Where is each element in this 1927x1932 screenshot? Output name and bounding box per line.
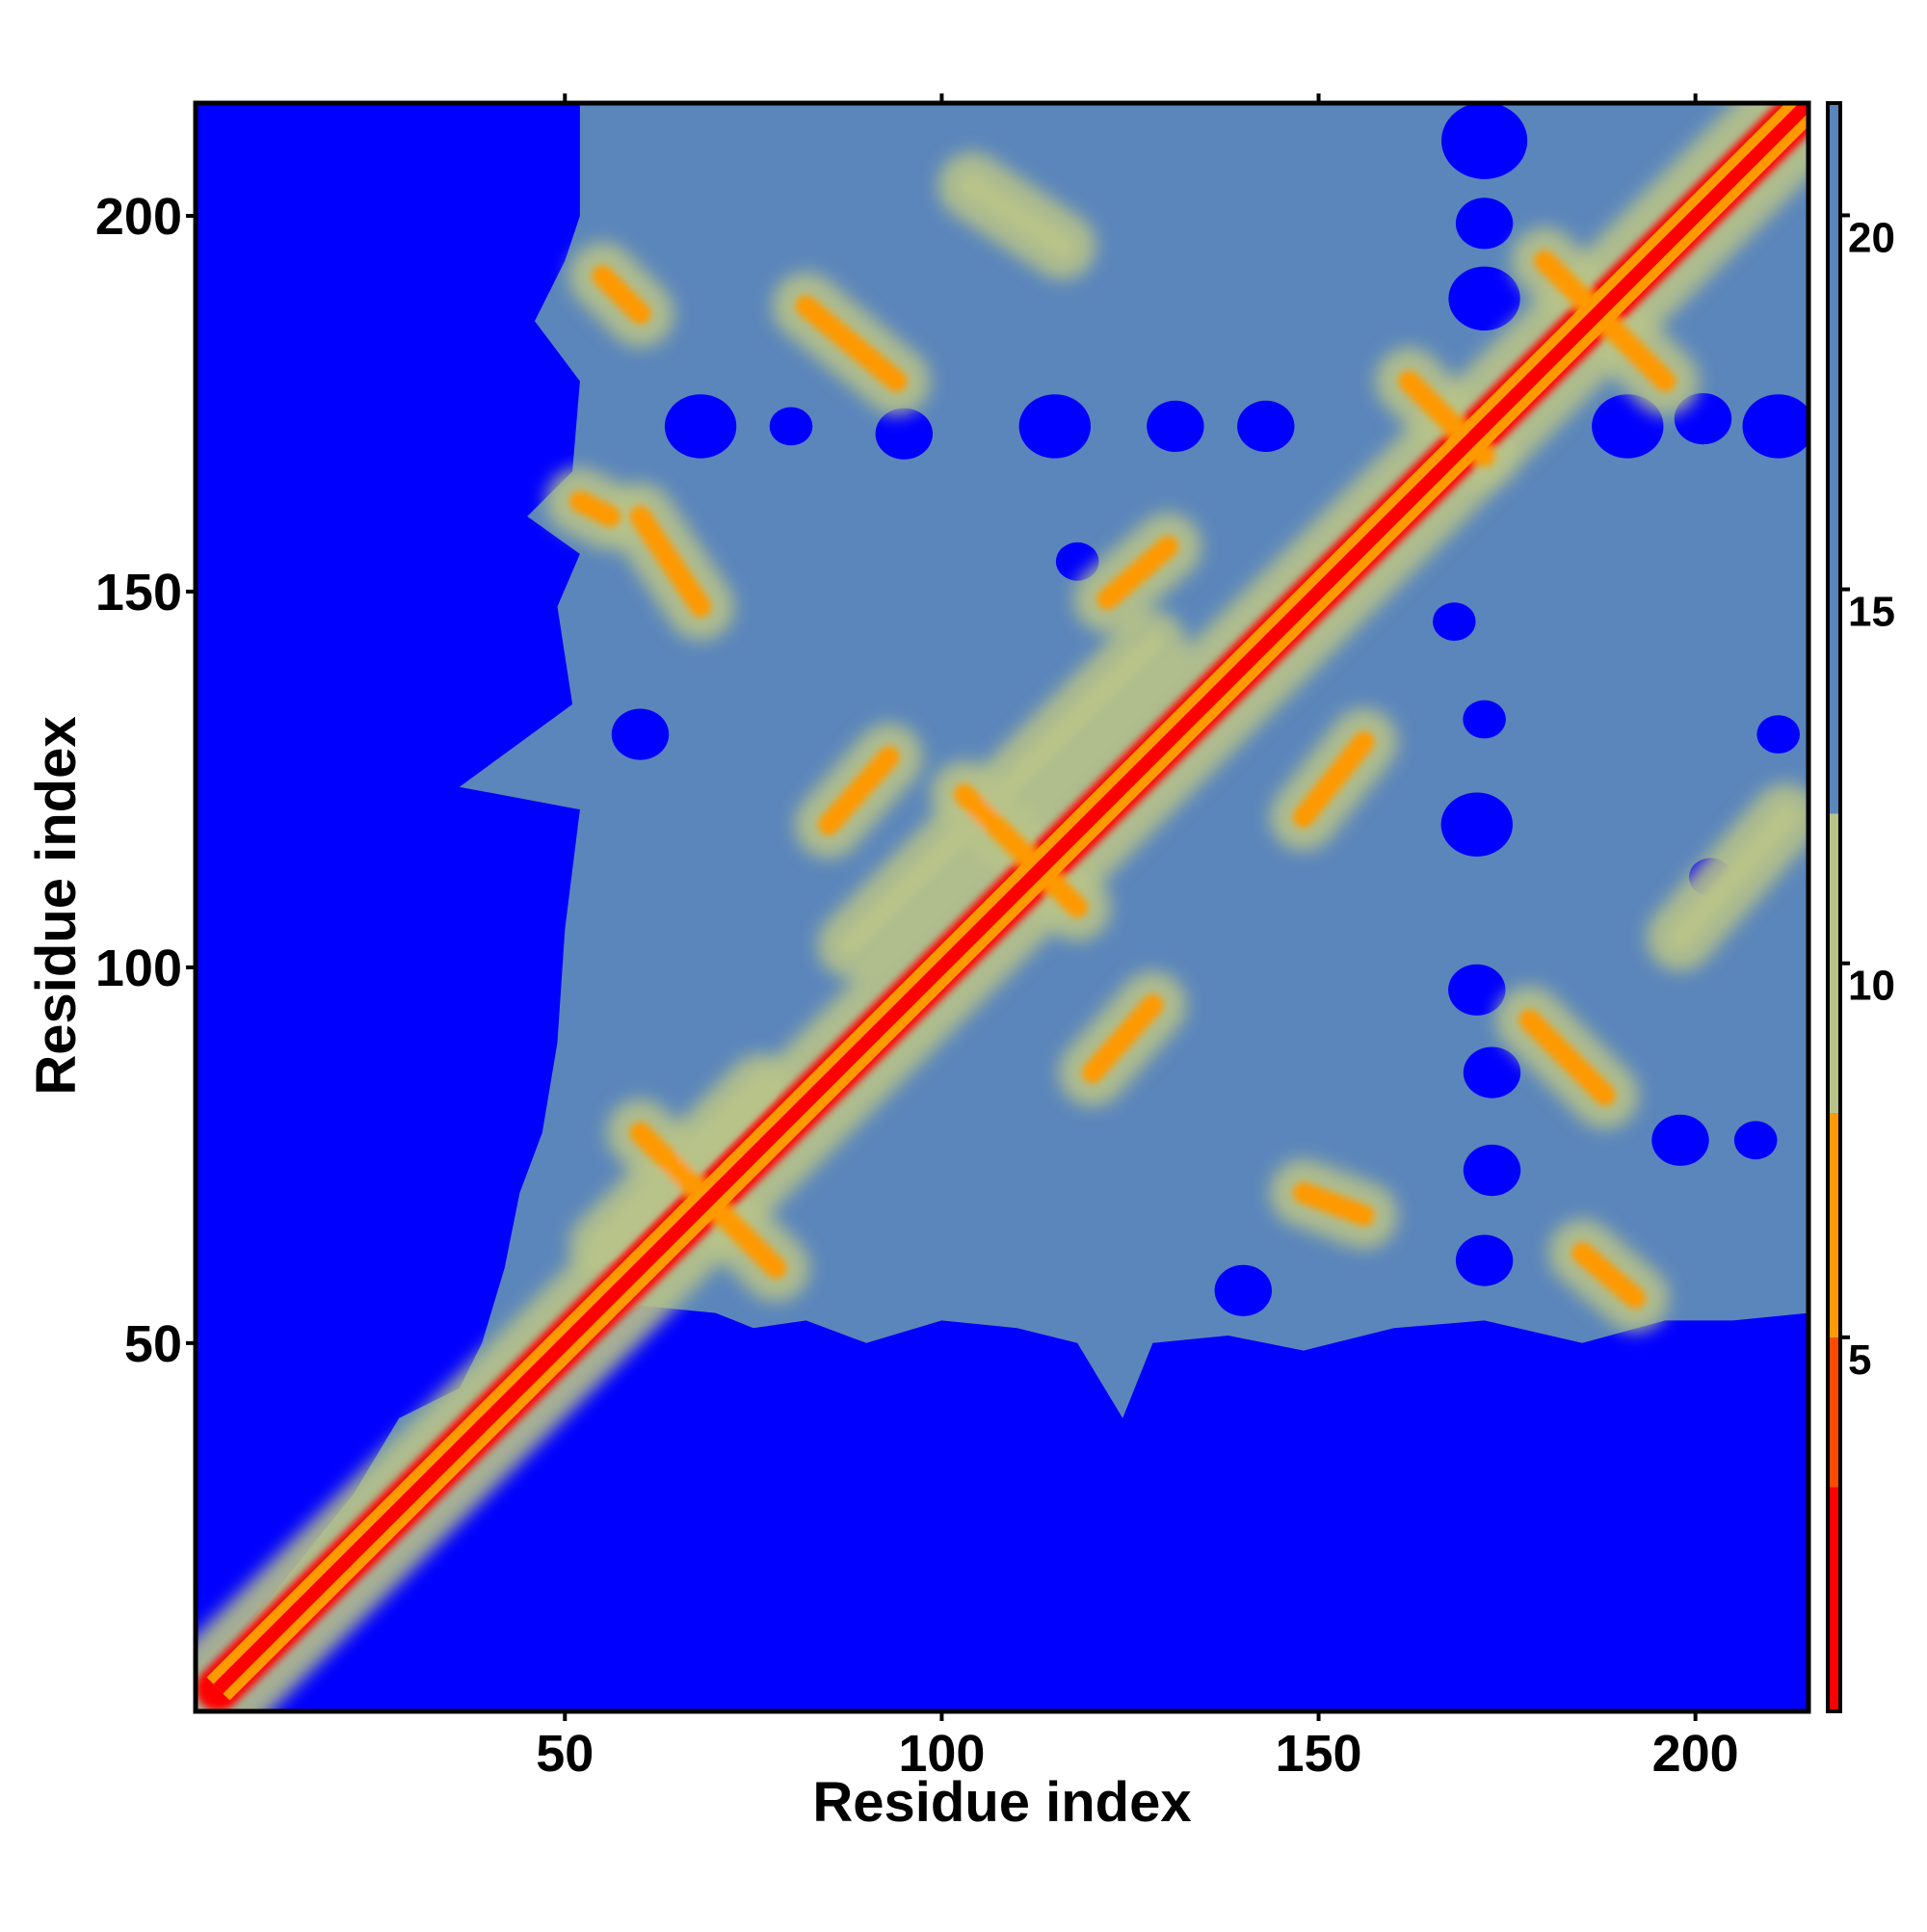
heatmap-area: [196, 103, 1808, 1711]
far-region: [1237, 400, 1295, 452]
x-tick-label: 200: [1652, 1725, 1739, 1783]
far-region: [1455, 1234, 1514, 1286]
colorbar-tick-label: 10: [1848, 963, 1895, 1010]
far-region: [1455, 198, 1514, 250]
contact-mark: [1081, 993, 1164, 1084]
colorbar-segment: [1828, 1487, 1840, 1711]
far-region: [1055, 542, 1099, 581]
y-tick-label: 200: [95, 188, 182, 246]
colorbar-tick-label: 20: [1848, 214, 1895, 261]
colorbar-frame: [1826, 101, 1842, 1713]
contact-mark: [1096, 536, 1179, 610]
contact-mark: [953, 783, 1089, 918]
contact-mark: [1292, 730, 1375, 828]
contact-mark: [1518, 1009, 1616, 1106]
contact-mark: [1292, 1181, 1375, 1227]
far-region: [1463, 1046, 1521, 1098]
far-region: [1651, 1114, 1709, 1166]
contact-mark: [629, 505, 712, 618]
y-tick-label: 50: [124, 1315, 182, 1373]
far-region: [1018, 394, 1092, 459]
colorbar: 5 10 15 20: [1826, 101, 1895, 1713]
far-region: [1463, 1144, 1521, 1197]
colorbar-tick-label: 15: [1848, 589, 1895, 636]
plot-frame: [193, 100, 1811, 1714]
far-region: [1433, 602, 1476, 641]
far-region: [1592, 394, 1664, 459]
y-tick-label: 100: [95, 940, 182, 997]
colorbar-segment: [1828, 103, 1840, 814]
far-region: [1733, 1121, 1778, 1160]
contact-mark: [961, 174, 1073, 257]
colorbar-segment: [1828, 1337, 1840, 1488]
axes: 50 100 150 200 50 100 150 200: [95, 93, 1739, 1783]
far-region: [1448, 266, 1520, 331]
contact-mark: [1670, 806, 1797, 948]
contact-mark: [1571, 1242, 1647, 1310]
x-tick-label: 100: [898, 1725, 985, 1783]
contact-mark: [795, 295, 908, 392]
far-region: [1756, 715, 1800, 754]
far-region: [1448, 964, 1506, 1016]
far-region: [1214, 1264, 1273, 1316]
far-region: [1440, 792, 1514, 857]
contact-mark: [840, 633, 1164, 956]
colorbar-tick-label: 5: [1848, 1337, 1871, 1384]
diagonal-line: [213, 103, 1808, 1694]
y-axis-title: Residue index: [25, 716, 88, 1095]
far-region: [769, 407, 813, 446]
y-tick-label: 150: [95, 564, 182, 622]
far-region: [1463, 700, 1506, 739]
colorbar-segment: [1828, 813, 1840, 1113]
far-region: [1674, 393, 1732, 445]
far-region: [1441, 103, 1528, 179]
x-tick-label: 50: [536, 1725, 594, 1783]
far-region: [875, 408, 933, 460]
far-region: [1147, 400, 1204, 452]
contact-mark: [818, 746, 900, 835]
contact-mark: [592, 265, 651, 325]
far-region: [664, 394, 737, 459]
x-axis-title: Residue index: [812, 1771, 1191, 1834]
colorbar-segment: [1828, 1112, 1840, 1337]
contact-mark: [568, 490, 621, 527]
far-region: [611, 708, 670, 760]
x-tick-label: 150: [1275, 1725, 1361, 1783]
far-region: [1742, 394, 1808, 459]
